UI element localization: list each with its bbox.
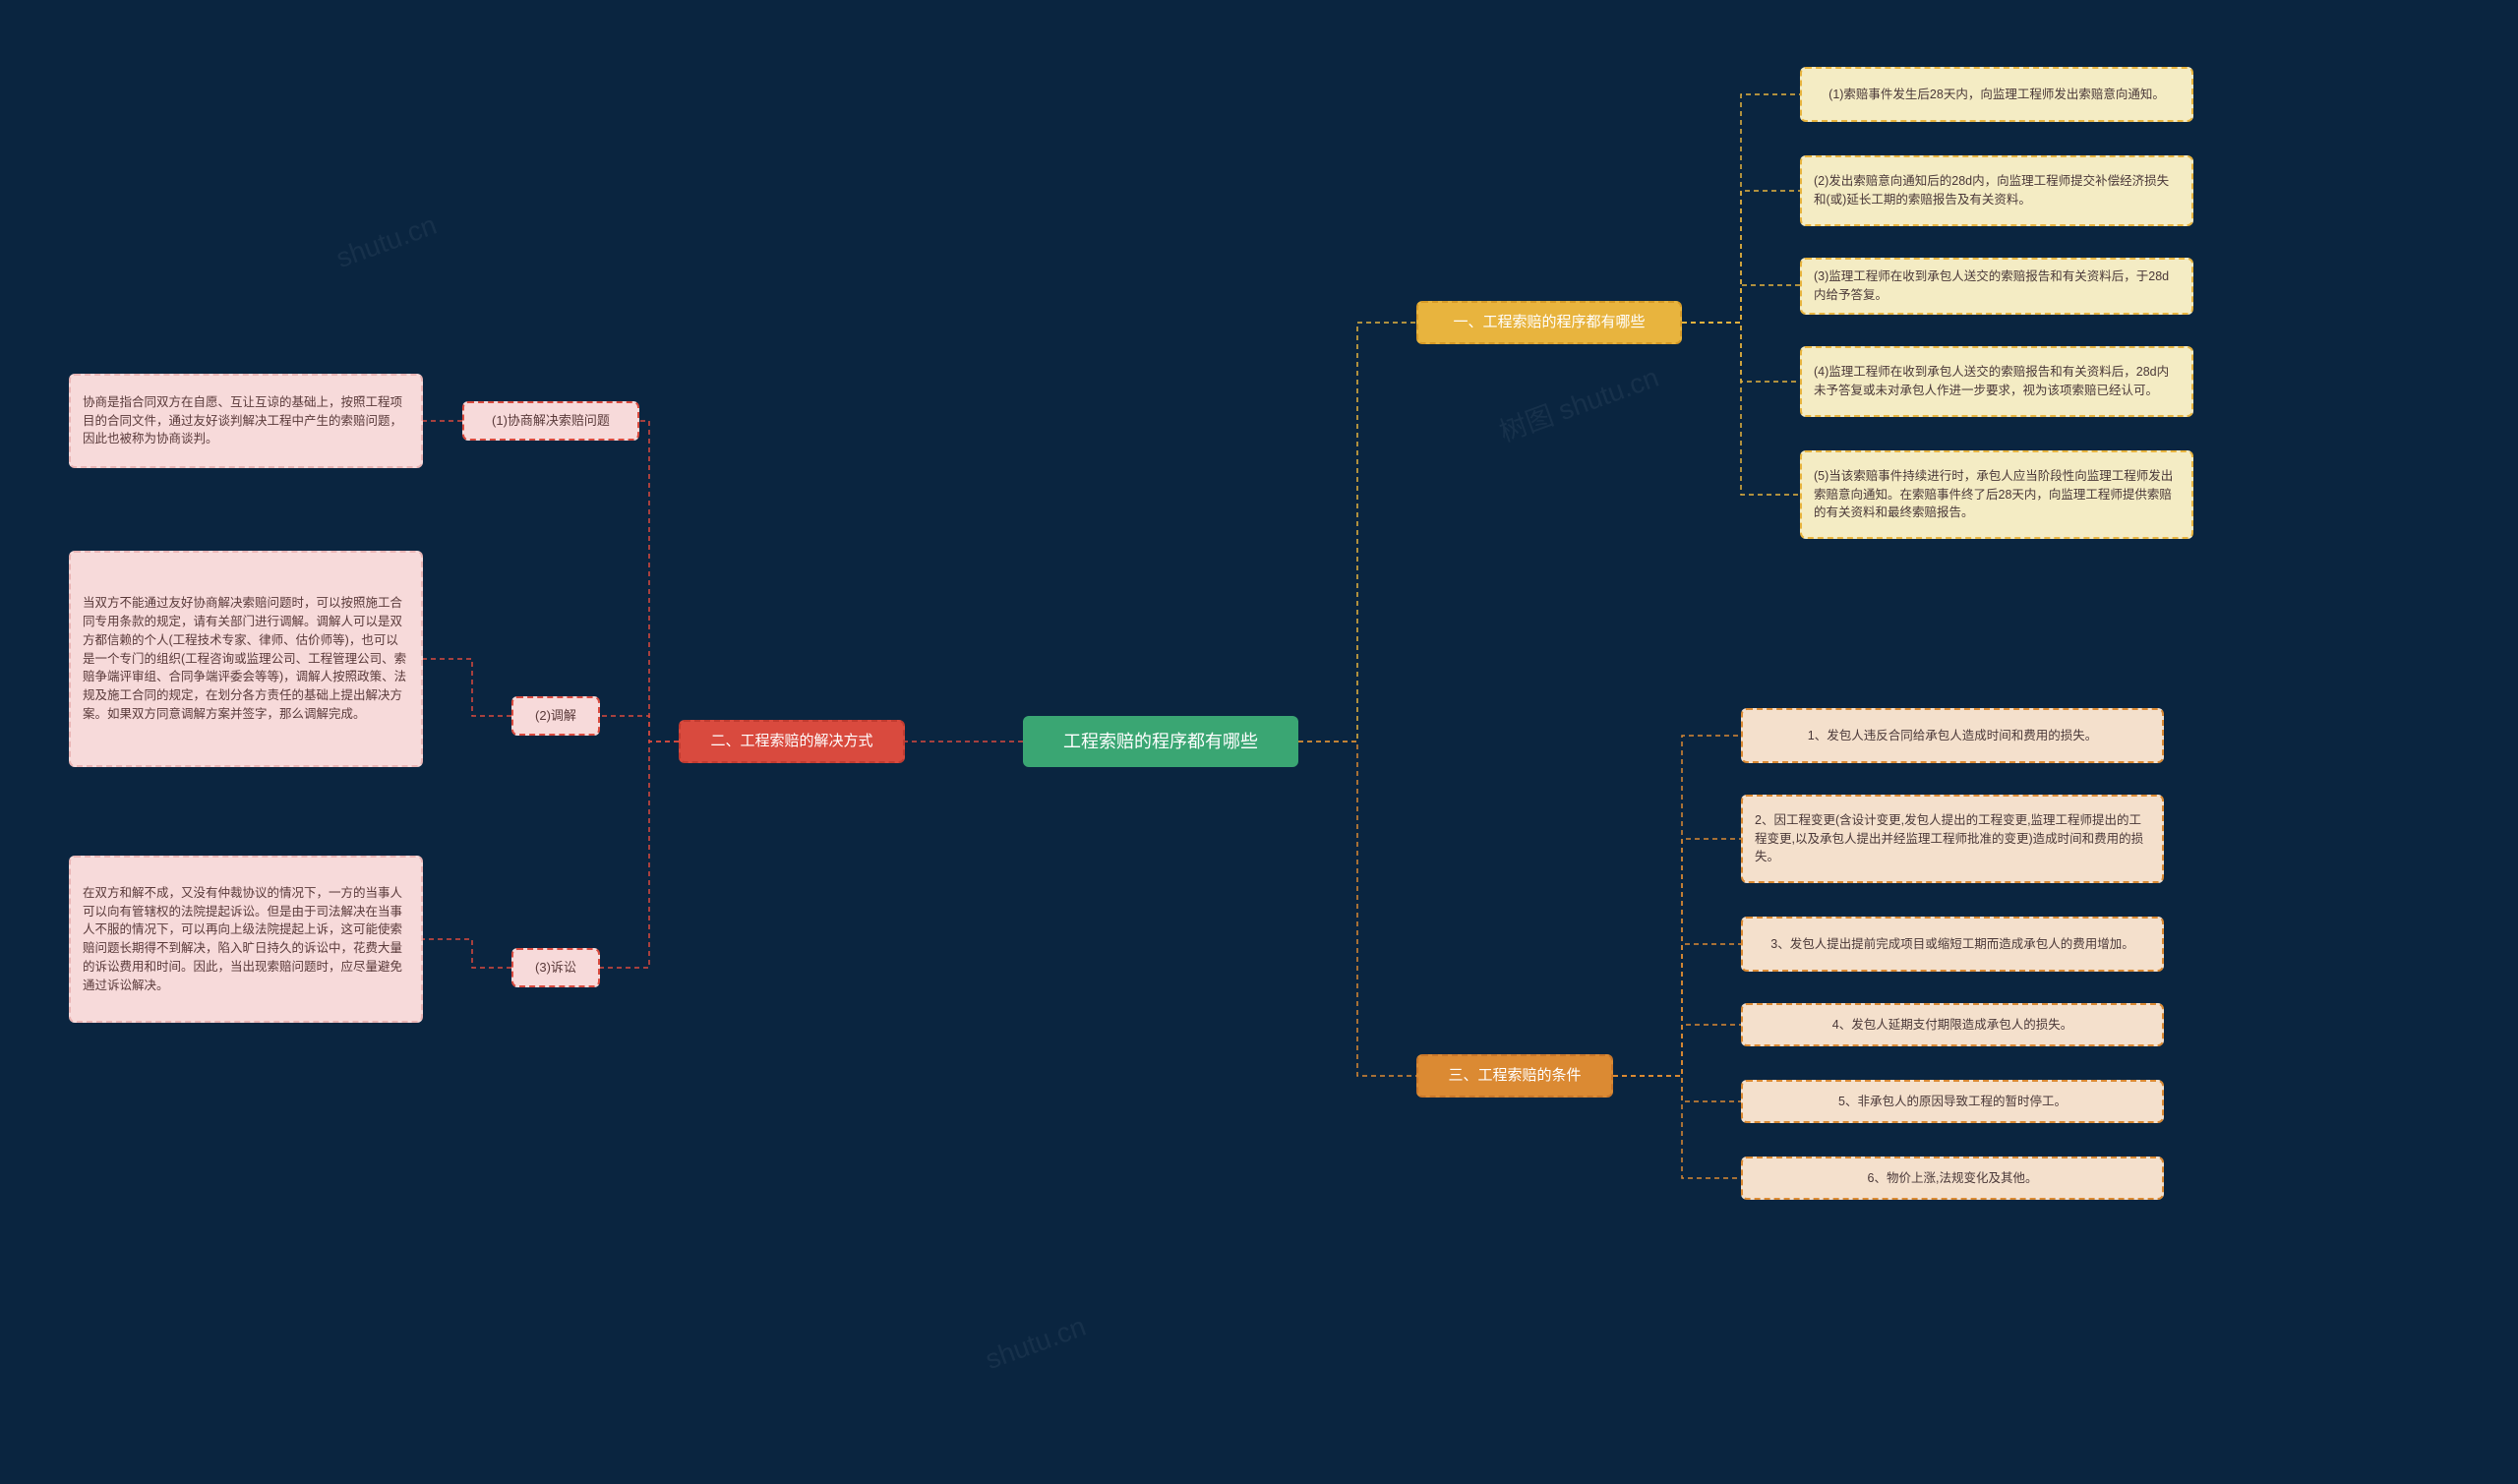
b2-sublabel-3[interactable]: (3)诉讼 xyxy=(511,948,600,987)
b3-leaf-2[interactable]: 2、因工程变更(含设计变更,发包人提出的工程变更,监理工程师提出的工程变更,以及… xyxy=(1741,795,2164,883)
b2-sublabel-2[interactable]: (2)调解 xyxy=(511,696,600,736)
branch-2[interactable]: 二、工程索赔的解决方式 xyxy=(679,720,905,763)
b2-detail-2[interactable]: 当双方不能通过友好协商解决索赔问题时，可以按照施工合同专用条款的规定，请有关部门… xyxy=(69,551,423,767)
b3-leaf-1[interactable]: 1、发包人违反合同给承包人造成时间和费用的损失。 xyxy=(1741,708,2164,763)
branch-1[interactable]: 一、工程索赔的程序都有哪些 xyxy=(1416,301,1682,344)
connector xyxy=(1613,1076,1741,1178)
connector xyxy=(1682,94,1800,323)
connector xyxy=(1682,323,1800,382)
b1-leaf-3[interactable]: (3)监理工程师在收到承包人送交的索赔报告和有关资料后，于28d内给予答复。 xyxy=(1800,258,2193,315)
b2-sublabel-1[interactable]: (1)协商解决索赔问题 xyxy=(462,401,639,441)
connector xyxy=(1613,1025,1741,1076)
branch-3[interactable]: 三、工程索赔的条件 xyxy=(1416,1054,1613,1098)
connector xyxy=(600,742,679,968)
b3-leaf-3[interactable]: 3、发包人提出提前完成项目或缩短工期而造成承包人的费用增加。 xyxy=(1741,917,2164,972)
watermark-2: 树图 shutu.cn xyxy=(1493,356,1663,450)
connector xyxy=(1613,944,1741,1076)
connector xyxy=(423,659,511,716)
connector xyxy=(1682,285,1800,323)
connector xyxy=(1298,742,1416,1076)
connector xyxy=(1613,736,1741,1076)
b2-detail-3[interactable]: 在双方和解不成，又没有仲裁协议的情况下，一方的当事人可以向有管辖权的法院提起诉讼… xyxy=(69,856,423,1023)
connector xyxy=(1682,191,1800,323)
watermark-3: shutu.cn xyxy=(982,1311,1090,1376)
b1-leaf-5[interactable]: (5)当该索赔事件持续进行时，承包人应当阶段性向监理工程师发出索赔意向通知。在索… xyxy=(1800,450,2193,539)
connector xyxy=(1298,323,1416,742)
connector xyxy=(600,716,679,742)
b1-leaf-4[interactable]: (4)监理工程师在收到承包人送交的索赔报告和有关资料后，28d内未予答复或未对承… xyxy=(1800,346,2193,417)
connector xyxy=(423,939,511,968)
root-node[interactable]: 工程索赔的程序都有哪些 xyxy=(1023,716,1298,767)
b2-detail-1[interactable]: 协商是指合同双方在自愿、互让互谅的基础上，按照工程项目的合同文件，通过友好谈判解… xyxy=(69,374,423,468)
b3-leaf-6[interactable]: 6、物价上涨,法规变化及其他。 xyxy=(1741,1157,2164,1200)
b3-leaf-4[interactable]: 4、发包人延期支付期限造成承包人的损失。 xyxy=(1741,1003,2164,1046)
connector xyxy=(639,421,679,742)
b3-leaf-5[interactable]: 5、非承包人的原因导致工程的暂时停工。 xyxy=(1741,1080,2164,1123)
connector xyxy=(1682,323,1800,495)
connector xyxy=(1613,839,1741,1076)
connector xyxy=(1613,1076,1741,1101)
b1-leaf-2[interactable]: (2)发出索赔意向通知后的28d内，向监理工程师提交补偿经济损失和(或)延长工期… xyxy=(1800,155,2193,226)
b1-leaf-1[interactable]: (1)索赔事件发生后28天内，向监理工程师发出索赔意向通知。 xyxy=(1800,67,2193,122)
watermark-1: shutu.cn xyxy=(332,209,441,274)
